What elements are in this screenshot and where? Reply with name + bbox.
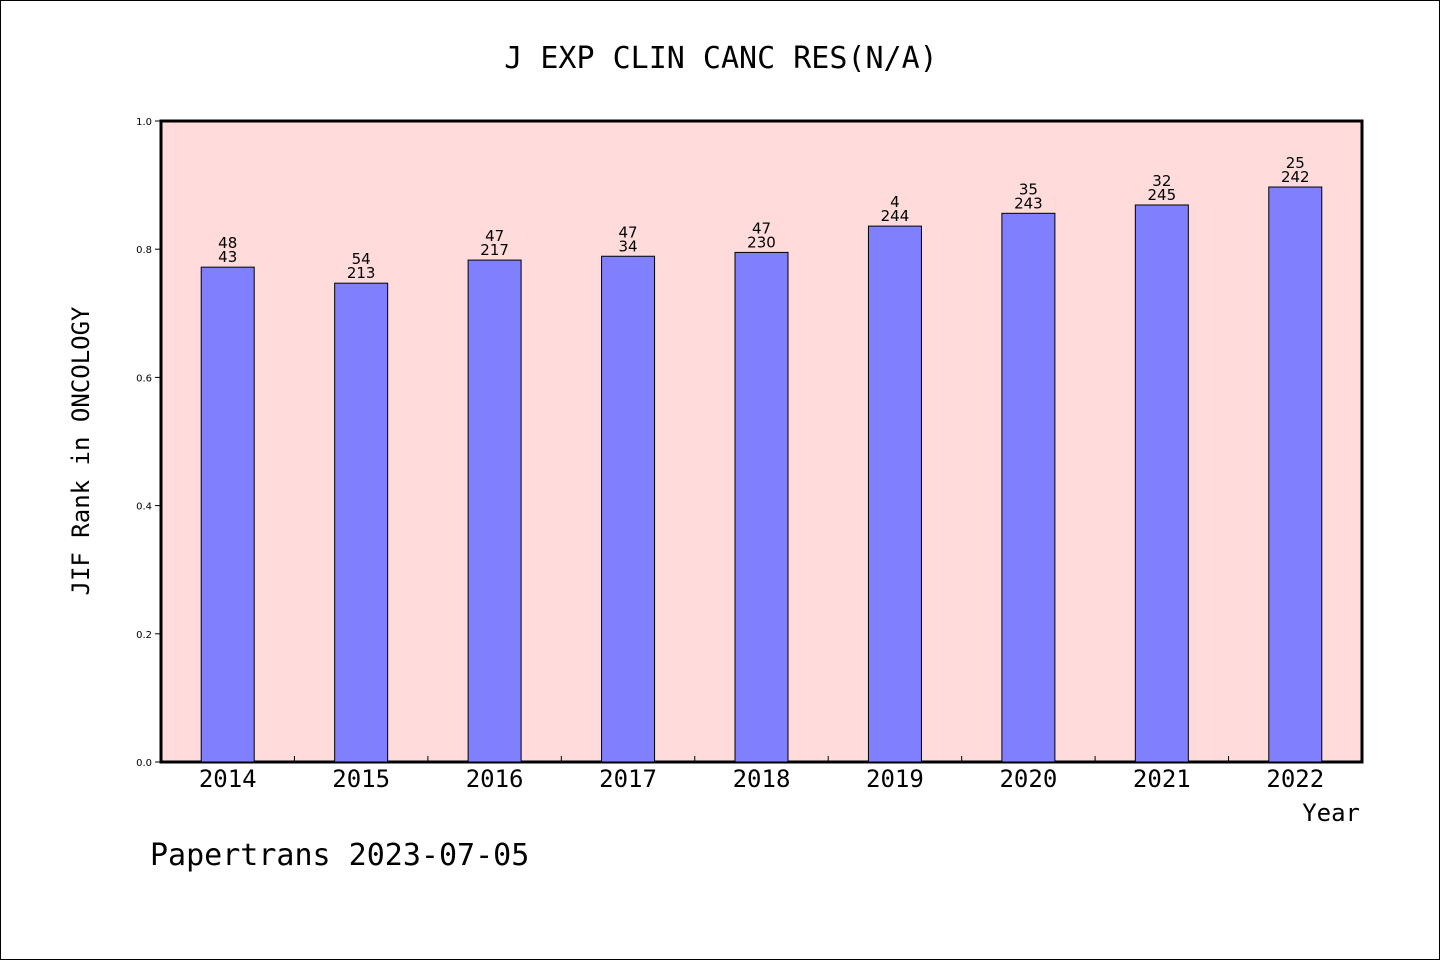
y-tick-label: 0.0 — [136, 758, 152, 769]
bar-label-top: 54 — [352, 250, 371, 268]
x-tick-label: 2020 — [999, 765, 1057, 793]
x-axis-label: Year — [1302, 799, 1360, 827]
bar-label-bottom: 245 — [1148, 186, 1177, 204]
bar-2019 — [867, 225, 922, 763]
bar-2016 — [467, 259, 522, 763]
bar-2020 — [1001, 212, 1056, 763]
bar-2022 — [1268, 186, 1323, 763]
bar-label-top: 35 — [1019, 180, 1038, 198]
bar-label-top: 4 — [890, 193, 900, 211]
bar-label-top: 47 — [752, 219, 771, 237]
bar-2021 — [1134, 204, 1189, 763]
x-tick-label: 2016 — [466, 765, 524, 793]
bar-label-top: 25 — [1286, 154, 1305, 172]
bar-label-top: 47 — [619, 223, 638, 241]
y-tick-label: 0.8 — [136, 245, 152, 256]
x-tick-label: 2017 — [599, 765, 657, 793]
bar-label-bottom: 242 — [1281, 168, 1310, 186]
x-tick-label: 2014 — [199, 765, 257, 793]
x-tick-label: 2018 — [733, 765, 791, 793]
y-tick-label: 0.4 — [136, 502, 152, 513]
y-tick-label: 0.6 — [136, 373, 152, 384]
y-axis: 0.0 0.2 0.4 0.6 0.8 1.0 — [136, 117, 161, 769]
bar-label-bottom: 213 — [347, 264, 376, 282]
bar-label-bottom: 217 — [480, 241, 509, 259]
bar-label-bottom: 230 — [747, 233, 776, 251]
bar-label-bottom: 243 — [1014, 194, 1043, 212]
chart-title: J EXP CLIN CANC RES(N/A) — [504, 41, 937, 76]
bar-2017 — [601, 255, 656, 763]
x-tick-label: 2021 — [1133, 765, 1191, 793]
bar-label-bottom: 34 — [619, 237, 638, 255]
bar-2014 — [200, 266, 255, 763]
bar-label-bottom: 244 — [881, 207, 910, 225]
bars — [200, 186, 1323, 763]
y-axis-label: JIF Rank in ONCOLOGY — [67, 306, 95, 596]
bar-label-top: 32 — [1152, 172, 1171, 190]
bar-label-bottom: 43 — [218, 248, 237, 266]
bar-label-top: 47 — [485, 227, 504, 245]
bar-2018 — [734, 251, 789, 763]
footer-credit: Papertrans 2023-07-05 — [150, 838, 529, 873]
x-axis: 2014 2015 2016 2017 2018 2019 2020 2021 2022 — [199, 756, 1324, 793]
bar-label-top: 48 — [218, 234, 237, 252]
x-tick-label: 2019 — [866, 765, 924, 793]
x-tick-label: 2015 — [332, 765, 390, 793]
bar-2015 — [334, 282, 389, 763]
y-tick-label: 0.2 — [136, 630, 152, 641]
y-tick-label: 1.0 — [136, 117, 152, 128]
x-tick-label: 2022 — [1266, 765, 1324, 793]
